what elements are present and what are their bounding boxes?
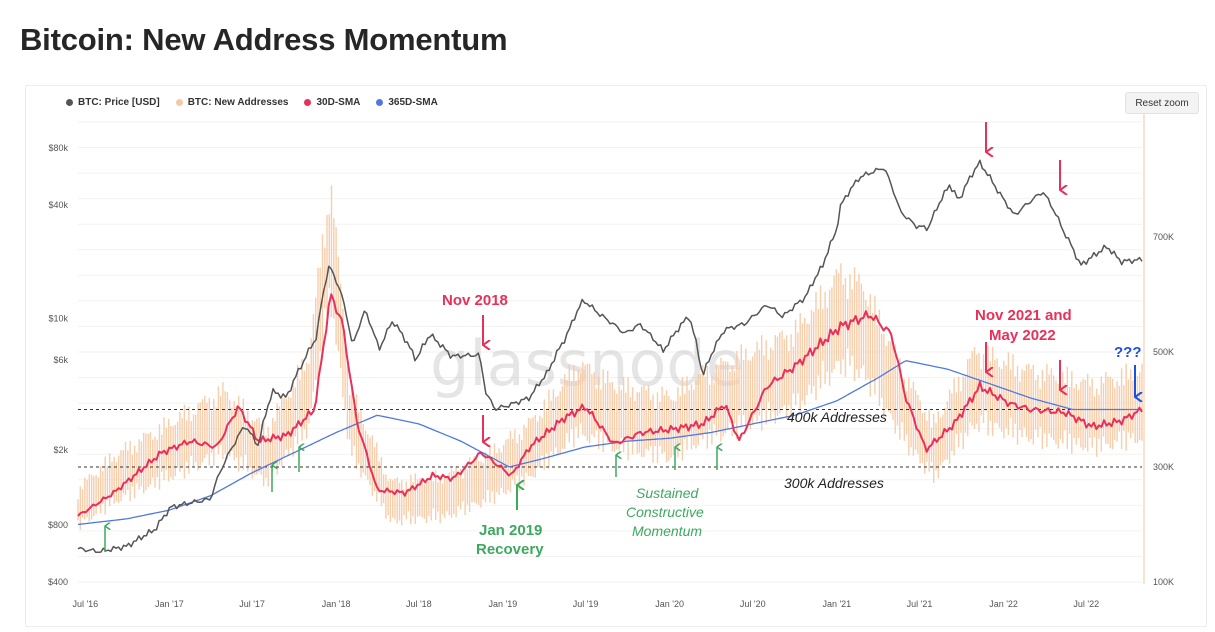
chart-frame — [25, 85, 1207, 627]
lines-layer — [77, 159, 1143, 554]
y-right-tick-label: 100K — [1153, 577, 1174, 587]
sma-30d-series — [77, 293, 1143, 517]
legend-dot-price — [66, 99, 73, 106]
annotation-nov-2021-line2: May 2022 — [989, 327, 1056, 344]
legend-item-new-addresses[interactable]: BTC: New Addresses — [175, 97, 289, 108]
legend-dot-new-addresses — [175, 99, 183, 106]
annotation-sustained-line2: Constructive — [626, 504, 704, 520]
x-tick-label: Jan '18 — [322, 599, 351, 609]
legend-label-price: BTC: Price [USD] — [78, 97, 160, 108]
x-tick-label: Jul '18 — [406, 599, 432, 609]
y-right-tick-label: 700K — [1153, 232, 1174, 242]
legend-item-30d-sma[interactable]: 30D-SMA — [304, 97, 360, 108]
legend-label-365d-sma: 365D-SMA — [388, 97, 438, 108]
page-title: Bitcoin: New Address Momentum — [20, 22, 508, 57]
annotation-jan-2019-line2: Recovery — [476, 541, 544, 558]
x-tick-label: Jan '17 — [155, 599, 184, 609]
grid-layer — [78, 121, 1142, 583]
legend-dot-365d-sma — [376, 99, 384, 106]
chart-legend: BTC: Price [USD] BTC: New Addresses 30D-… — [66, 97, 438, 108]
legend-label-new-addresses: BTC: New Addresses — [187, 97, 289, 108]
price-series — [77, 159, 1143, 554]
annotation-jan-2019-line1: Jan 2019 — [479, 522, 542, 539]
annotation-sustained-line1: Sustained — [636, 485, 699, 501]
x-tick-label: Jul '22 — [1073, 599, 1099, 609]
legend-dot-30d-sma — [304, 99, 312, 106]
sma-365d-series — [77, 360, 1142, 526]
axis-layer: $400 $800 $2k $6k $10k $40k $80k 100K 300K 500K 70… — [48, 114, 1174, 609]
x-tick-label: Jul '21 — [907, 599, 933, 609]
x-tick-label: Jul '19 — [573, 599, 599, 609]
y-right-tick-label: 300K — [1153, 462, 1174, 472]
legend-label-30d-sma: 30D-SMA — [316, 97, 361, 108]
y-left-tick-label: $40k — [48, 200, 68, 210]
annotation-sustained-line3: Momentum — [632, 523, 702, 539]
y-left-tick-label: $6k — [53, 355, 68, 365]
y-left-tick-label: $80k — [48, 143, 68, 153]
annotation-300k: 300k Addresses — [784, 475, 884, 491]
x-tick-label: Jul '20 — [740, 599, 766, 609]
y-left-tick-label: $2k — [53, 445, 68, 455]
x-tick-label: Jan '20 — [655, 599, 684, 609]
annotation-400k: 400k Addresses — [787, 409, 887, 425]
x-tick-label: Jan '22 — [989, 599, 1018, 609]
x-tick-label: Jul '16 — [72, 599, 98, 609]
y-left-tick-label: $400 — [48, 577, 68, 587]
annotation-nov-2021-line1: Nov 2021 and — [975, 307, 1072, 324]
y-left-tick-label: $10k — [48, 313, 68, 323]
annotation-nov-2018: Nov 2018 — [442, 292, 508, 309]
annotation-question-marks: ??? — [1114, 344, 1142, 361]
legend-item-365d-sma[interactable]: 365D-SMA — [376, 97, 438, 108]
legend-item-price[interactable]: BTC: Price [USD] — [66, 97, 160, 108]
reset-zoom-button[interactable]: Reset zoom — [1125, 92, 1199, 114]
x-tick-label: Jan '19 — [488, 599, 517, 609]
y-left-tick-label: $800 — [48, 520, 68, 530]
y-right-tick-label: 500K — [1153, 347, 1174, 357]
x-tick-label: Jan '21 — [822, 599, 851, 609]
x-tick-label: Jul '17 — [239, 599, 265, 609]
annotation-layer — [104, 122, 1135, 552]
